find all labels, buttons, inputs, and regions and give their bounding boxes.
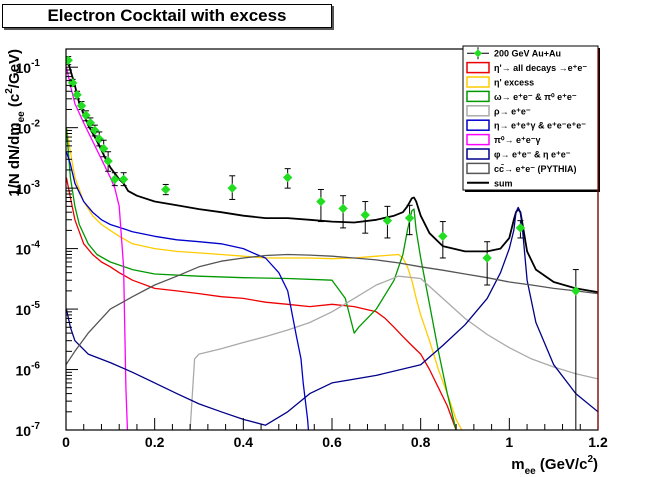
data-point — [90, 124, 100, 137]
legend-label: cc̄→ e⁺e⁻ (PYTHIA) — [494, 164, 577, 174]
y-tick-label: 10-7 — [16, 421, 41, 439]
series-line-9 — [66, 253, 598, 366]
series-line-3 — [66, 127, 463, 430]
data-point — [98, 139, 109, 158]
legend-entry: η'→ all decays →e⁺e⁻ — [466, 61, 587, 74]
y-axis-title: 1/N dN/dmee (c2/GeV) — [4, 49, 27, 197]
series-line-6 — [66, 151, 310, 430]
data-point — [438, 221, 448, 259]
x-tick-label: 1.2 — [588, 434, 608, 450]
data-point — [282, 168, 293, 189]
legend-label: η'→ all decays →e⁺e⁻ — [494, 63, 587, 73]
x-tick-label: 0.6 — [322, 434, 342, 450]
data-point — [338, 195, 348, 229]
legend-entry: sum — [467, 178, 513, 188]
series-line-2 — [66, 177, 457, 430]
legend-entry: ρ→ e⁺e⁻ — [466, 105, 531, 117]
data-point — [72, 90, 82, 100]
data-point — [227, 175, 237, 200]
data-point — [482, 241, 492, 286]
data-point — [161, 183, 171, 196]
legend-entry: π⁰→ e⁺e⁻γ — [466, 133, 541, 146]
series-line-4 — [66, 127, 457, 430]
x-tick-label: 0.8 — [411, 434, 431, 450]
legend-label: ρ→ e⁺e⁻ — [494, 106, 531, 116]
data-point — [404, 204, 415, 236]
y-tick-label: 10-4 — [16, 240, 41, 258]
legend-label: η' excess — [494, 78, 534, 88]
legend-entry: 200 GeV Au+Au — [467, 47, 561, 60]
y-tick-label: 10-1 — [16, 58, 41, 76]
data-point — [316, 188, 326, 223]
series-line-5 — [189, 275, 598, 430]
data-point — [360, 201, 370, 234]
series-line-7 — [66, 67, 129, 430]
x-tick-label: 0.2 — [145, 434, 165, 450]
data-point — [382, 205, 393, 239]
legend-entry: η→ e⁺e⁺γ & e⁺e⁻e⁺e⁻ — [466, 119, 586, 131]
data-point — [110, 172, 120, 187]
legend-entry: cc̄→ e⁺e⁻ (PYTHIA) — [466, 162, 577, 175]
legend-label: ω→ e⁺e⁻ & π⁰ e⁺e⁻ — [494, 92, 577, 102]
series-line-8 — [66, 206, 598, 426]
y-tick-label: 10-5 — [16, 300, 41, 318]
y-tick-label: 10-2 — [16, 119, 41, 137]
legend-entry: η' excess — [466, 76, 534, 88]
legend-entry: φ→ e⁺e⁻ & η e⁺e⁻ — [466, 148, 571, 160]
legend-label: η→ e⁺e⁺γ & e⁺e⁻e⁺e⁻ — [494, 121, 586, 131]
x-tick-label: 1 — [505, 434, 513, 450]
x-tick-label: 0 — [62, 434, 70, 450]
legend-label: sum — [494, 178, 513, 188]
x-axis-title: mee (GeV/c2) — [511, 454, 598, 477]
legend-label: φ→ e⁺e⁻ & η e⁺e⁻ — [494, 150, 571, 160]
y-tick-label: 10-6 — [16, 361, 41, 379]
legend-label: π⁰→ e⁺e⁻γ — [494, 135, 541, 145]
x-tick-label: 0.4 — [234, 434, 254, 450]
legend-label: 200 GeV Au+Au — [494, 49, 561, 59]
data-point — [515, 220, 526, 239]
data-point — [118, 172, 129, 187]
data-point — [571, 269, 581, 430]
data-point — [76, 101, 87, 111]
legend-entry: ω→ e⁺e⁻ & π⁰ e⁺e⁻ — [466, 90, 577, 103]
data-point — [103, 151, 113, 172]
chart-title: Electron Cocktail with excess — [2, 4, 332, 28]
y-tick-label: 10-3 — [16, 179, 41, 197]
data-point — [85, 117, 96, 129]
data-point — [94, 131, 104, 147]
